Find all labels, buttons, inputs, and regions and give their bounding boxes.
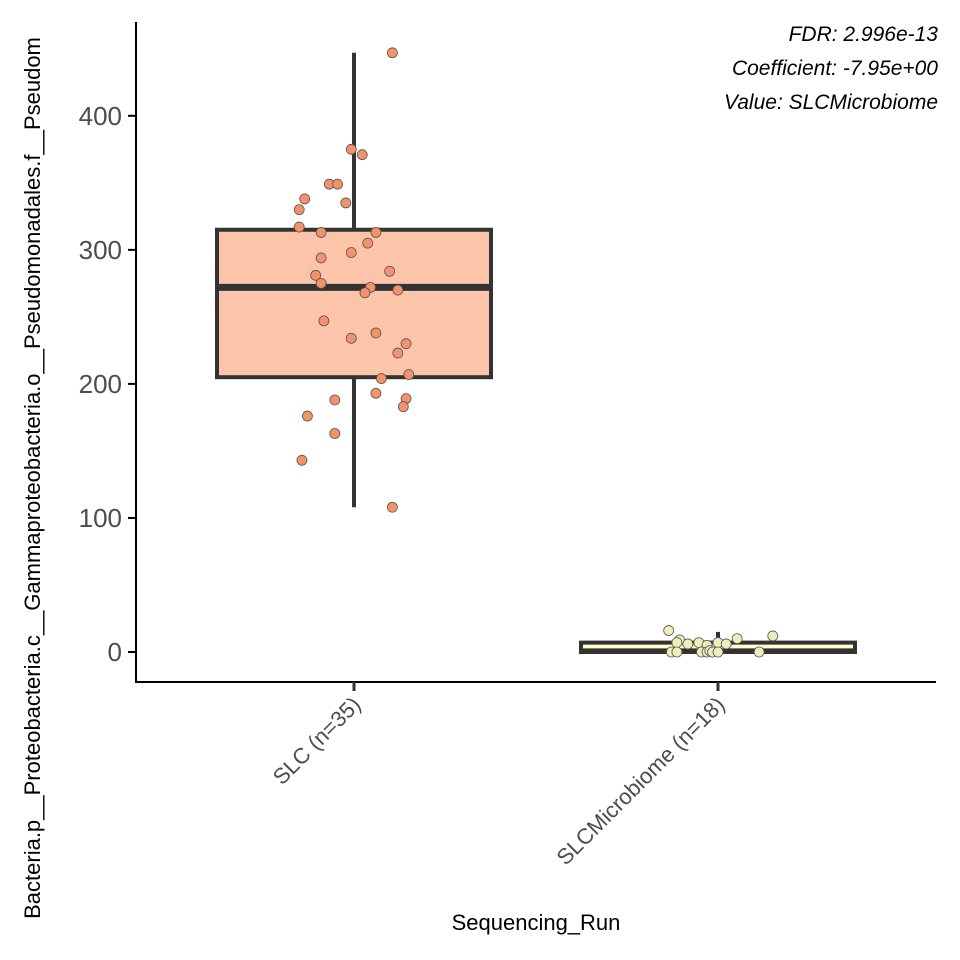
data-point <box>359 287 371 299</box>
data-point <box>315 252 327 264</box>
y-tick-label: 0 <box>108 637 122 667</box>
data-point <box>345 247 357 258</box>
data-point <box>682 638 694 650</box>
data-point <box>671 646 683 658</box>
y-axis-title: Bacteria.p__Proteobacteria.c__Gammaprote… <box>20 37 45 919</box>
data-point <box>712 646 724 658</box>
annotation-value: Value: SLCMicrobiome <box>724 91 938 114</box>
data-point <box>392 347 404 359</box>
points <box>293 47 779 658</box>
data-point <box>384 265 396 277</box>
data-point <box>329 394 341 406</box>
x-ticks: SLC (n=35) SLCMicrobiome (n=18) <box>268 682 730 870</box>
data-point <box>356 149 368 161</box>
x-tick-label: SLC (n=35) <box>268 692 366 790</box>
boxes <box>215 52 857 655</box>
y-tick-label: 300 <box>79 235 122 265</box>
data-point <box>400 338 412 350</box>
data-point <box>299 193 311 205</box>
data-point <box>329 428 341 439</box>
data-point <box>386 501 398 513</box>
annotation-coefficient: Coefficient: -7.95e+00 <box>732 57 938 80</box>
data-point <box>362 237 374 249</box>
data-point <box>293 204 305 216</box>
data-point <box>392 284 404 296</box>
data-point <box>332 178 343 190</box>
y-tick-label: 400 <box>79 101 122 131</box>
data-point <box>370 327 382 339</box>
data-point <box>386 47 398 59</box>
data-point <box>663 625 675 636</box>
axes <box>135 22 936 683</box>
data-point <box>375 373 387 384</box>
data-point <box>720 638 732 650</box>
data-point <box>340 197 352 209</box>
data-point <box>318 315 330 327</box>
y-ticks: 0 100 200 300 400 <box>79 101 136 667</box>
data-point <box>403 369 415 380</box>
data-point <box>296 454 308 466</box>
x-tick-label: SLCMicrobiome (n=18) <box>551 692 729 870</box>
data-point <box>370 227 382 238</box>
data-point <box>315 227 327 238</box>
data-point <box>671 637 683 649</box>
y-tick-label: 200 <box>79 369 122 399</box>
data-point <box>302 410 313 422</box>
data-point <box>315 277 327 289</box>
annotation-fdr: FDR: 2.996e-13 <box>789 23 939 46</box>
data-point <box>345 143 357 155</box>
x-axis-title: Sequencing_Run <box>452 910 621 935</box>
y-tick-label: 100 <box>79 503 122 533</box>
data-point <box>345 332 357 344</box>
data-point <box>753 646 765 658</box>
data-point <box>370 387 382 399</box>
data-point <box>731 633 743 644</box>
data-point <box>767 630 779 642</box>
annotations: FDR: 2.996e-13 Coefficient: -7.95e+00 Va… <box>724 23 938 114</box>
data-point <box>310 269 322 281</box>
data-point <box>397 401 409 413</box>
data-point <box>293 221 305 233</box>
